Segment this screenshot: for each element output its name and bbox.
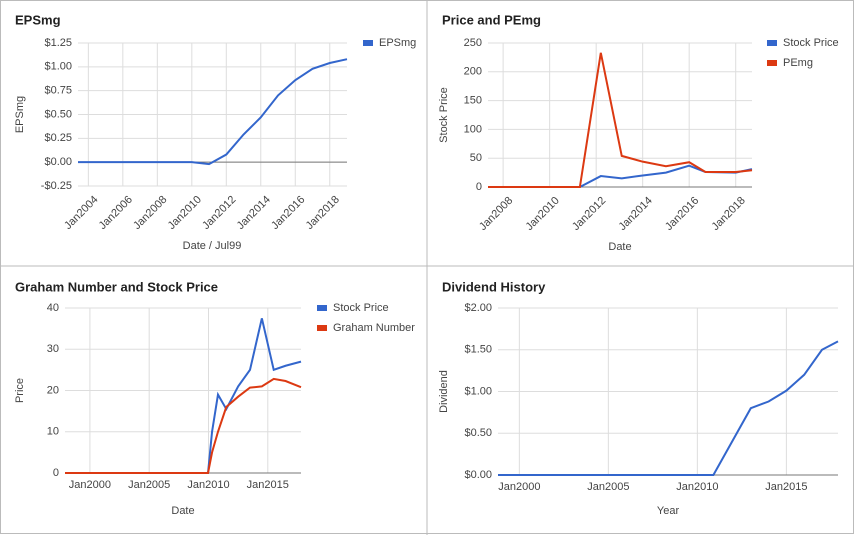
y-tick-label: $0.25 (44, 132, 72, 144)
x-tick-label: Jan2016 (663, 195, 701, 233)
y-tick-label: 50 (470, 152, 482, 164)
x-tick-label: Jan2014 (617, 195, 655, 233)
x-tick-label: Jan2000 (69, 479, 111, 491)
y-tick-label: 40 (47, 302, 59, 314)
line-series (488, 52, 753, 188)
y-tick-label: 150 (464, 95, 482, 107)
y-axis-label: Stock Price (438, 87, 450, 143)
y-tick-label: 0 (53, 467, 59, 479)
legend-label: Stock Price (783, 37, 839, 49)
x-tick-label: Jan2010 (523, 195, 561, 233)
y-tick-label: 0 (476, 181, 482, 193)
x-axis-label: Date (608, 241, 631, 253)
x-tick-label: Jan2004 (62, 194, 100, 232)
y-tick-label: 250 (464, 37, 482, 49)
legend-swatch (363, 40, 373, 46)
y-tick-label: $0.00 (464, 469, 492, 481)
x-tick-label: Jan2010 (676, 481, 718, 493)
x-tick-label: Jan2016 (269, 194, 307, 232)
line-series (65, 377, 302, 474)
x-tick-label: Jan2015 (247, 479, 289, 491)
x-tick-label: Jan2012 (200, 194, 238, 232)
x-axis-label: Year (657, 505, 680, 517)
x-tick-label: Jan2010 (187, 479, 229, 491)
y-tick-label: $0.50 (464, 427, 492, 439)
x-tick-label: Jan2018 (304, 194, 342, 232)
x-tick-label: Jan2005 (587, 481, 629, 493)
line-series (498, 340, 839, 476)
y-tick-label: $2.00 (464, 302, 492, 314)
x-tick-label: Jan2015 (765, 481, 807, 493)
y-tick-label: $1.50 (464, 344, 492, 356)
line-series (488, 164, 753, 188)
chart-title: Price and PEmg (442, 12, 541, 27)
line-series (65, 318, 302, 474)
y-tick-label: 30 (47, 343, 59, 355)
x-axis-label: Date (171, 505, 194, 517)
legend-swatch (767, 40, 777, 46)
legend-label: Stock Price (333, 302, 389, 314)
y-tick-label: 200 (464, 66, 482, 78)
y-tick-label: $1.00 (464, 385, 492, 397)
legend-swatch (317, 305, 327, 311)
y-axis-label: EPSmg (14, 96, 26, 133)
y-tick-label: 100 (464, 123, 482, 135)
legend-label: Graham Number (333, 322, 415, 334)
y-tick-label: 20 (47, 384, 59, 396)
y-tick-label: $0.00 (44, 156, 72, 168)
x-tick-label: Jan2008 (477, 195, 515, 233)
y-tick-label: $1.00 (44, 61, 72, 73)
x-tick-label: Jan2012 (570, 195, 608, 233)
y-tick-label: $0.50 (44, 108, 72, 120)
x-tick-label: Jan2006 (97, 194, 135, 232)
chart-title: EPSmg (15, 12, 61, 27)
x-tick-label: Jan2010 (166, 194, 204, 232)
line-series (78, 58, 348, 166)
y-tick-label: 10 (47, 426, 59, 438)
y-axis-label: Dividend (438, 370, 450, 413)
legend-swatch (317, 325, 327, 331)
legend-swatch (767, 60, 777, 66)
y-tick-label: $1.25 (44, 37, 72, 49)
x-tick-label: Jan2000 (498, 481, 540, 493)
x-axis-label: Date / Jul99 (183, 240, 242, 252)
legend-label: EPSmg (379, 37, 416, 49)
x-tick-label: Jan2008 (131, 194, 169, 232)
x-tick-label: Jan2014 (235, 194, 273, 232)
y-axis-label: Price (14, 378, 26, 403)
chart-title: Graham Number and Stock Price (15, 279, 218, 294)
legend-label: PEmg (783, 57, 813, 69)
x-tick-label: Jan2005 (128, 479, 170, 491)
y-tick-label: -$0.25 (41, 180, 72, 192)
x-tick-label: Jan2018 (710, 195, 748, 233)
chart-title: Dividend History (442, 279, 546, 294)
y-tick-label: $0.75 (44, 85, 72, 97)
